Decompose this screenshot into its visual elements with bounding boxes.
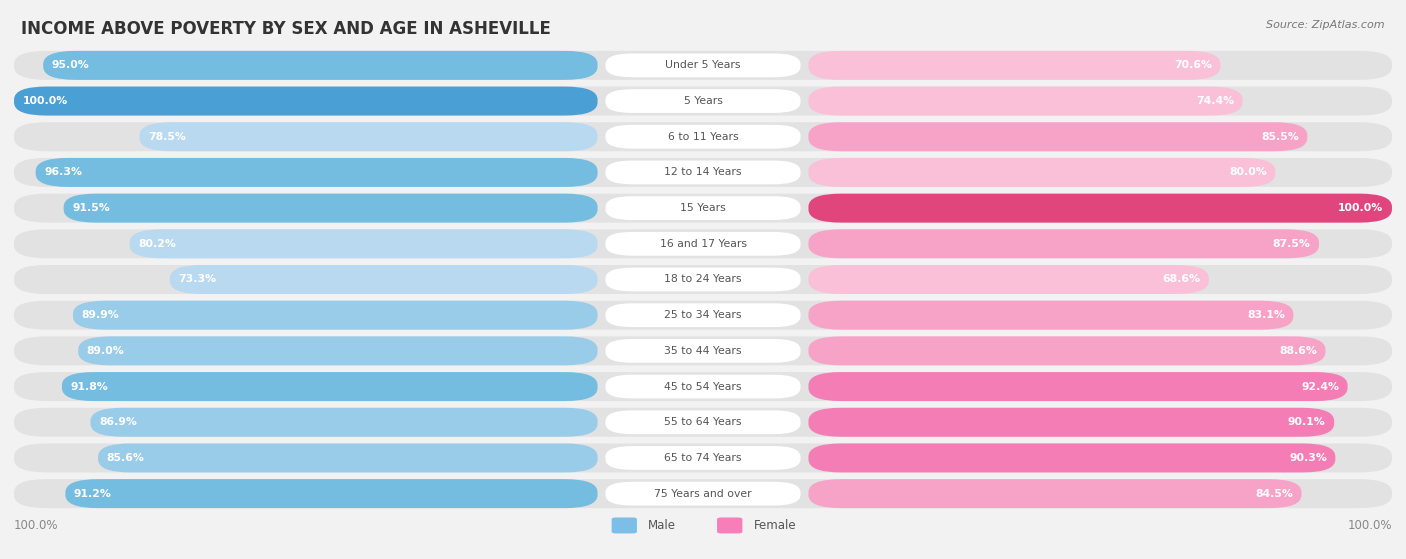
- Text: 85.6%: 85.6%: [107, 453, 145, 463]
- Text: 84.5%: 84.5%: [1256, 489, 1294, 499]
- Text: 74.4%: 74.4%: [1197, 96, 1234, 106]
- Text: 25 to 34 Years: 25 to 34 Years: [664, 310, 742, 320]
- Text: 90.3%: 90.3%: [1289, 453, 1327, 463]
- FancyBboxPatch shape: [808, 122, 1308, 151]
- FancyBboxPatch shape: [66, 479, 598, 508]
- Text: 5 Years: 5 Years: [683, 96, 723, 106]
- Text: 45 to 54 Years: 45 to 54 Years: [664, 382, 742, 391]
- Text: 68.6%: 68.6%: [1163, 274, 1201, 285]
- FancyBboxPatch shape: [139, 122, 598, 151]
- FancyBboxPatch shape: [62, 372, 598, 401]
- FancyBboxPatch shape: [14, 408, 1392, 437]
- FancyBboxPatch shape: [808, 265, 1209, 294]
- FancyBboxPatch shape: [44, 51, 598, 80]
- Text: 86.9%: 86.9%: [98, 417, 136, 427]
- FancyBboxPatch shape: [808, 158, 1275, 187]
- Text: 83.1%: 83.1%: [1247, 310, 1285, 320]
- FancyBboxPatch shape: [606, 304, 800, 327]
- FancyBboxPatch shape: [808, 301, 1294, 330]
- Text: 80.2%: 80.2%: [138, 239, 176, 249]
- Text: 96.3%: 96.3%: [44, 168, 82, 177]
- FancyBboxPatch shape: [63, 193, 598, 222]
- FancyBboxPatch shape: [90, 408, 598, 437]
- FancyBboxPatch shape: [606, 89, 800, 113]
- FancyBboxPatch shape: [73, 301, 598, 330]
- Text: Source: ZipAtlas.com: Source: ZipAtlas.com: [1267, 20, 1385, 30]
- Text: INCOME ABOVE POVERTY BY SEX AND AGE IN ASHEVILLE: INCOME ABOVE POVERTY BY SEX AND AGE IN A…: [21, 20, 551, 37]
- FancyBboxPatch shape: [808, 87, 1243, 116]
- FancyBboxPatch shape: [606, 125, 800, 149]
- Text: 6 to 11 Years: 6 to 11 Years: [668, 132, 738, 142]
- FancyBboxPatch shape: [808, 337, 1326, 366]
- FancyBboxPatch shape: [808, 51, 1220, 80]
- Text: 35 to 44 Years: 35 to 44 Years: [664, 346, 742, 356]
- FancyBboxPatch shape: [14, 265, 1392, 294]
- FancyBboxPatch shape: [606, 339, 800, 363]
- FancyBboxPatch shape: [14, 479, 1392, 508]
- FancyBboxPatch shape: [808, 479, 1302, 508]
- FancyBboxPatch shape: [808, 193, 1392, 222]
- FancyBboxPatch shape: [14, 372, 1392, 401]
- Text: 85.5%: 85.5%: [1261, 132, 1299, 142]
- FancyBboxPatch shape: [129, 229, 598, 258]
- FancyBboxPatch shape: [808, 372, 1347, 401]
- FancyBboxPatch shape: [606, 196, 800, 220]
- FancyBboxPatch shape: [14, 158, 1392, 187]
- FancyBboxPatch shape: [606, 410, 800, 434]
- FancyBboxPatch shape: [14, 87, 598, 116]
- Text: Female: Female: [754, 519, 796, 532]
- Text: 95.0%: 95.0%: [52, 60, 90, 70]
- FancyBboxPatch shape: [14, 122, 1392, 151]
- Text: 78.5%: 78.5%: [148, 132, 186, 142]
- FancyBboxPatch shape: [79, 337, 598, 366]
- FancyBboxPatch shape: [14, 193, 1392, 222]
- Text: 92.4%: 92.4%: [1301, 382, 1339, 391]
- FancyBboxPatch shape: [98, 443, 598, 472]
- Text: 16 and 17 Years: 16 and 17 Years: [659, 239, 747, 249]
- Text: 89.9%: 89.9%: [82, 310, 120, 320]
- Text: 100.0%: 100.0%: [1339, 203, 1384, 213]
- Text: 18 to 24 Years: 18 to 24 Years: [664, 274, 742, 285]
- FancyBboxPatch shape: [14, 301, 1392, 330]
- FancyBboxPatch shape: [14, 337, 1392, 366]
- FancyBboxPatch shape: [606, 446, 800, 470]
- Text: 88.6%: 88.6%: [1279, 346, 1317, 356]
- Text: 87.5%: 87.5%: [1272, 239, 1310, 249]
- FancyBboxPatch shape: [170, 265, 598, 294]
- FancyBboxPatch shape: [14, 443, 1392, 472]
- Text: 80.0%: 80.0%: [1229, 168, 1267, 177]
- Text: 100.0%: 100.0%: [14, 519, 59, 532]
- Text: 91.5%: 91.5%: [72, 203, 110, 213]
- FancyBboxPatch shape: [612, 518, 637, 533]
- Text: 91.2%: 91.2%: [75, 489, 111, 499]
- FancyBboxPatch shape: [14, 87, 1392, 116]
- Text: 89.0%: 89.0%: [87, 346, 124, 356]
- Text: Male: Male: [648, 519, 676, 532]
- Text: 65 to 74 Years: 65 to 74 Years: [664, 453, 742, 463]
- Text: 12 to 14 Years: 12 to 14 Years: [664, 168, 742, 177]
- FancyBboxPatch shape: [606, 160, 800, 184]
- FancyBboxPatch shape: [606, 54, 800, 77]
- FancyBboxPatch shape: [35, 158, 598, 187]
- FancyBboxPatch shape: [606, 268, 800, 291]
- Text: 90.1%: 90.1%: [1288, 417, 1326, 427]
- FancyBboxPatch shape: [14, 51, 1392, 80]
- FancyBboxPatch shape: [606, 482, 800, 505]
- Text: 55 to 64 Years: 55 to 64 Years: [664, 417, 742, 427]
- Text: 91.8%: 91.8%: [70, 382, 108, 391]
- Text: 15 Years: 15 Years: [681, 203, 725, 213]
- FancyBboxPatch shape: [606, 375, 800, 399]
- Text: 100.0%: 100.0%: [1347, 519, 1392, 532]
- FancyBboxPatch shape: [808, 443, 1336, 472]
- Text: 70.6%: 70.6%: [1174, 60, 1212, 70]
- Text: 75 Years and over: 75 Years and over: [654, 489, 752, 499]
- FancyBboxPatch shape: [808, 408, 1334, 437]
- FancyBboxPatch shape: [717, 518, 742, 533]
- Text: 100.0%: 100.0%: [22, 96, 67, 106]
- FancyBboxPatch shape: [808, 229, 1319, 258]
- FancyBboxPatch shape: [14, 229, 1392, 258]
- FancyBboxPatch shape: [606, 232, 800, 255]
- Text: Under 5 Years: Under 5 Years: [665, 60, 741, 70]
- Text: 73.3%: 73.3%: [179, 274, 217, 285]
